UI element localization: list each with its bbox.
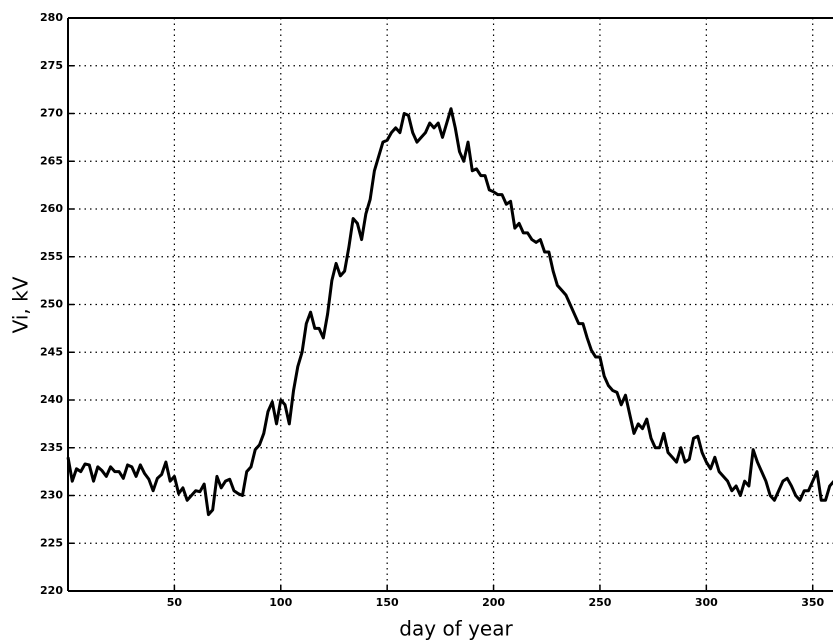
x-tick-label: 100 [269, 596, 292, 609]
y-tick-label: 230 [40, 489, 63, 502]
y-tick-label: 265 [40, 154, 63, 167]
x-tick-label: 300 [695, 596, 718, 609]
y-axis-label: Vi, kV [9, 276, 33, 333]
y-tick-label: 240 [40, 393, 63, 406]
x-tick-label: 150 [376, 596, 399, 609]
y-tick-label: 220 [40, 584, 63, 597]
y-tick-label: 260 [40, 202, 63, 215]
x-tick-label: 350 [801, 596, 824, 609]
x-tick-label: 250 [588, 596, 611, 609]
y-tick-label: 255 [40, 250, 63, 263]
y-tick-label: 280 [40, 11, 63, 24]
x-tick-label: 50 [167, 596, 183, 609]
y-tick-label: 245 [40, 345, 63, 358]
x-axis-label: day of year [399, 617, 513, 641]
data-line [66, 107, 833, 517]
y-tick-label: 235 [40, 441, 63, 454]
y-tick-label: 225 [40, 536, 63, 549]
y-tick-label: 275 [40, 59, 63, 72]
x-tick-label: 200 [482, 596, 505, 609]
y-tick-label: 270 [40, 107, 63, 120]
y-tick-label: 250 [40, 298, 63, 311]
